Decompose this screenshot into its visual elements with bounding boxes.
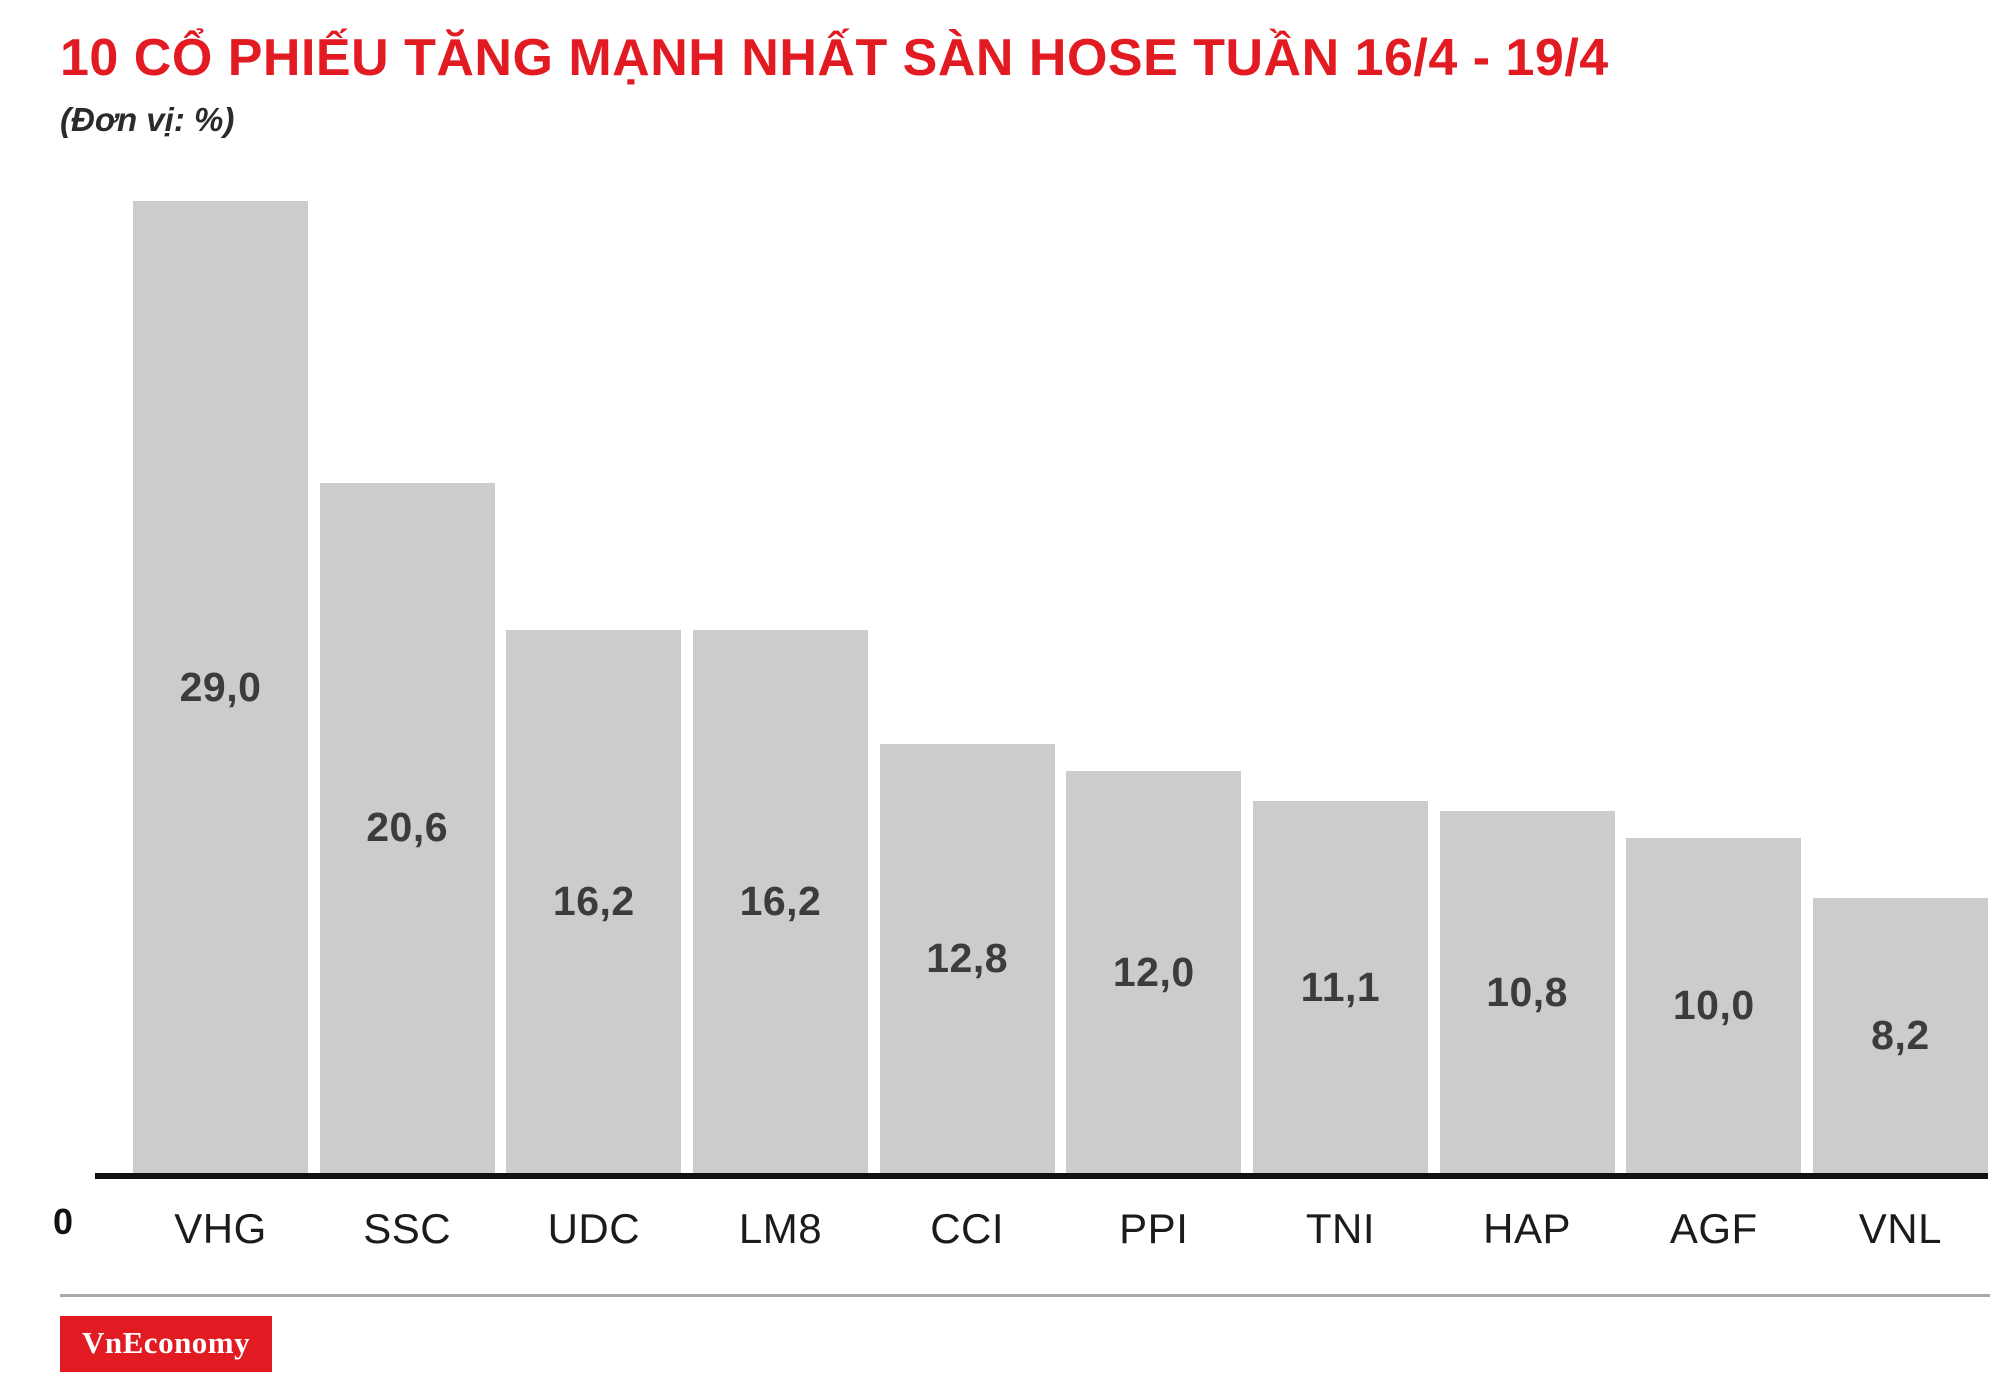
vneconomy-logo: VnEconomy (82, 1325, 251, 1360)
bar-lm8: 16,2 (692, 630, 868, 1174)
bar-slot-cci: 12,8 (879, 201, 1055, 1174)
bar-slot-ppi: 12,0 (1066, 201, 1242, 1174)
chart-unit-subtitle: (Đơn vị: %) (60, 101, 235, 139)
x-label-agf: AGF (1669, 1205, 1758, 1253)
page-title: 10 CỔ PHIẾU TĂNG MẠNH NHẤT SÀN HOSE TUẦN… (60, 29, 1609, 87)
bar-vhg: 29,0 (133, 201, 308, 1174)
bar-hap: 10,8 (1439, 811, 1615, 1174)
x-label-vnl: VNL (1858, 1205, 1942, 1253)
bar-udc: 16,2 (506, 630, 682, 1174)
bar-value-label-hap: 10,8 (1486, 968, 1568, 1015)
bar-value-label-tni: 11,1 (1300, 963, 1381, 1010)
logo-box: VnEconomy (60, 1316, 273, 1372)
bar-value-label-ssc: 20,6 (366, 804, 449, 851)
bar-slot-ssc: 20,6 (319, 201, 495, 1174)
bar-cci: 12,8 (879, 744, 1055, 1174)
bar-tni: 11,1 (1252, 801, 1428, 1174)
x-label-cci: CCI (930, 1205, 1005, 1253)
bar-slot-vhg: 29,0 (133, 201, 308, 1174)
bar-value-label-udc: 16,2 (552, 878, 635, 925)
bar-ssc: 20,6 (319, 482, 495, 1174)
bar-agf: 10,0 (1626, 838, 1802, 1174)
x-label-ppi: PPI (1119, 1205, 1189, 1253)
bars-row: 29,0 20,6 16,2 16,2 12,8 12,0 11,1 10,8 10,0 8,2 (95, 201, 1988, 1180)
x-label-hap: HAP (1483, 1205, 1572, 1253)
x-label-ssc: SSC (363, 1205, 452, 1253)
x-labels-row: VHG SSC UDC LM8 CCI PPI TNI HAP AGF VNL (95, 1205, 1988, 1253)
bar-value-label-vnl: 8,2 (1871, 1012, 1930, 1059)
bar-value-label-vhg: 29,0 (179, 663, 262, 710)
x-label-vhg: VHG (174, 1205, 267, 1253)
bar-slot-tni: 11,1 (1252, 201, 1428, 1174)
bar-ppi: 12,0 (1066, 770, 1242, 1174)
x-label-lm8: LM8 (738, 1205, 823, 1253)
bar-slot-agf: 10,0 (1626, 201, 1802, 1174)
chart-header: 10 CỔ PHIẾU TĂNG MẠNH NHẤT SÀN HOSE TUẦN… (0, 0, 2000, 139)
bar-slot-udc: 16,2 (506, 201, 682, 1174)
y-axis-zero-label: 0 (53, 1201, 74, 1243)
x-label-tni: TNI (1305, 1205, 1376, 1253)
bar-value-label-cci: 12,8 (926, 935, 1009, 982)
bar-slot-lm8: 16,2 (692, 201, 868, 1174)
bar-slot-hap: 10,8 (1439, 201, 1615, 1174)
bar-vnl: 8,2 (1812, 898, 1988, 1174)
bar-value-label-lm8: 16,2 (739, 878, 822, 925)
footer-divider (60, 1294, 1990, 1297)
bar-value-label-agf: 10,0 (1672, 982, 1755, 1029)
bar-chart: 0 29,0 20,6 16,2 16,2 12,8 12,0 11,1 10,8 10,0 8,… (53, 201, 1988, 1253)
bar-slot-vnl: 8,2 (1812, 201, 1988, 1174)
bar-value-label-ppi: 12,0 (1112, 948, 1195, 995)
x-label-udc: UDC (547, 1205, 641, 1253)
